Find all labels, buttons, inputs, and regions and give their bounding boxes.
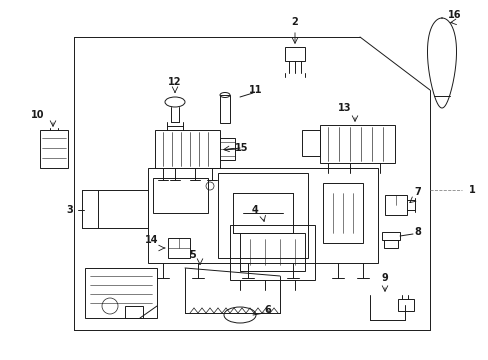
Text: 4: 4 — [251, 205, 258, 215]
Bar — [168, 238, 190, 258]
Bar — [155, 130, 220, 168]
Text: 11: 11 — [249, 85, 262, 95]
Bar — [148, 168, 377, 263]
Bar — [218, 173, 307, 258]
Bar — [85, 268, 157, 318]
Text: 2: 2 — [291, 17, 298, 27]
Text: 15: 15 — [235, 143, 248, 153]
Text: 1: 1 — [468, 185, 474, 195]
Text: 12: 12 — [168, 77, 182, 87]
Text: 10: 10 — [31, 110, 45, 120]
Bar — [98, 190, 148, 228]
Bar — [319, 125, 394, 163]
Bar — [323, 183, 362, 243]
Text: 13: 13 — [338, 103, 351, 113]
Bar — [240, 233, 305, 271]
Bar — [397, 299, 413, 311]
Text: 7: 7 — [414, 187, 421, 197]
Bar — [384, 195, 406, 215]
Text: 6: 6 — [264, 305, 271, 315]
Bar — [220, 138, 235, 160]
Bar — [40, 130, 68, 168]
Bar — [125, 306, 142, 318]
Bar — [229, 225, 314, 280]
Bar — [381, 232, 399, 240]
Bar — [302, 130, 319, 156]
Text: 9: 9 — [381, 273, 387, 283]
Text: 5: 5 — [189, 250, 196, 260]
Bar — [220, 95, 229, 123]
Text: 8: 8 — [414, 227, 421, 237]
Text: 14: 14 — [145, 235, 159, 245]
Text: 3: 3 — [66, 205, 73, 215]
Text: 16: 16 — [447, 10, 461, 20]
Bar — [153, 178, 207, 213]
Bar — [285, 47, 305, 61]
Bar — [383, 240, 397, 248]
